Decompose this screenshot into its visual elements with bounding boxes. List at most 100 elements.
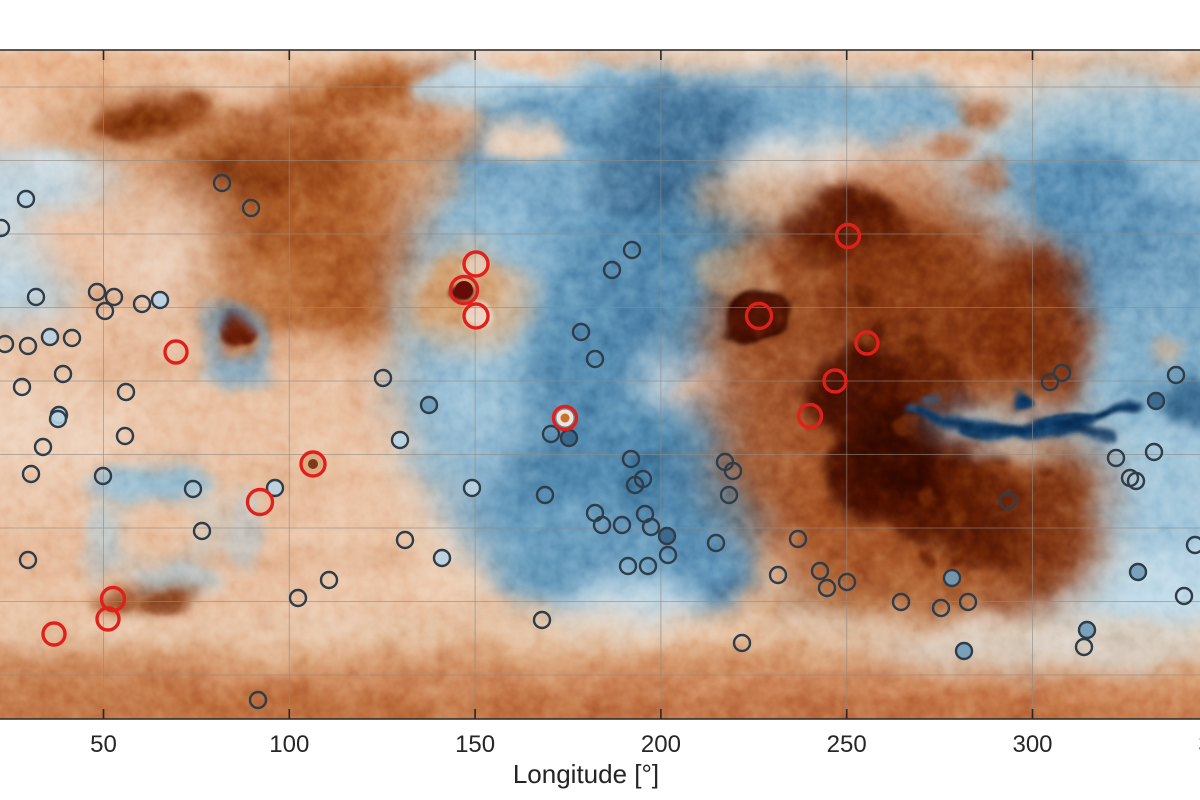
site-marker <box>958 592 978 612</box>
site-marker <box>0 334 15 354</box>
red-site-marker <box>822 368 848 394</box>
axes <box>0 49 1200 720</box>
map-grain-fine <box>0 50 1200 719</box>
map-markers <box>0 173 1200 710</box>
site-marker <box>40 327 60 347</box>
x-axis-label: Longitude [°] <box>513 759 659 789</box>
site-marker <box>535 485 555 505</box>
x-tick-label: 200 <box>641 731 681 758</box>
site-marker <box>432 548 452 568</box>
site-marker <box>658 545 678 565</box>
site-marker <box>1144 442 1164 462</box>
site-marker <box>53 364 73 384</box>
site-marker <box>26 287 46 307</box>
special-marker-fill <box>455 281 473 299</box>
site-marker <box>723 461 743 481</box>
red-site-marker <box>462 250 490 278</box>
x-tick-label: 100 <box>269 731 309 758</box>
site-marker <box>719 485 739 505</box>
red-site-marker <box>41 621 67 647</box>
site-marker <box>1052 363 1072 383</box>
site-marker <box>622 240 642 260</box>
site-marker <box>1126 471 1146 491</box>
site-marker <box>625 475 645 495</box>
site-marker <box>62 328 82 348</box>
site-marker <box>115 426 135 446</box>
site-marker <box>419 395 439 415</box>
site-marker <box>641 517 661 537</box>
site-marker <box>788 529 808 549</box>
site-marker <box>288 588 308 608</box>
site-marker <box>21 464 41 484</box>
red-site-marker <box>95 606 121 632</box>
x-tick-label: 50 <box>90 731 117 758</box>
site-marker <box>1074 637 1094 657</box>
site-marker <box>1128 562 1148 582</box>
site-marker <box>0 218 11 238</box>
red-site-marker <box>854 330 880 356</box>
red-site-marker <box>163 339 189 365</box>
site-marker <box>1166 365 1186 385</box>
site-marker <box>592 515 612 535</box>
site-marker <box>18 550 38 570</box>
site-marker <box>87 282 107 302</box>
site-marker <box>621 449 641 469</box>
site-marker <box>241 198 261 218</box>
site-marker <box>891 592 911 612</box>
special-marker-dot <box>308 459 318 469</box>
site-marker <box>612 515 632 535</box>
site-marker <box>373 368 393 388</box>
grid-lines <box>0 50 1200 719</box>
site-marker <box>571 322 591 342</box>
site-marker <box>541 424 561 444</box>
site-marker <box>1174 586 1194 606</box>
site-marker <box>559 428 579 448</box>
site-marker <box>1106 448 1126 468</box>
site-marker <box>18 336 38 356</box>
site-marker <box>585 349 605 369</box>
site-marker <box>462 478 482 498</box>
site-marker <box>954 641 974 661</box>
site-marker <box>319 570 339 590</box>
site-marker <box>95 301 115 321</box>
site-marker <box>248 690 268 710</box>
site-marker <box>395 530 415 550</box>
site-marker <box>1146 391 1166 411</box>
x-tick-label: 350 <box>1198 731 1200 758</box>
site-marker <box>931 598 951 618</box>
x-tick-label: 150 <box>455 731 495 758</box>
site-marker <box>48 409 68 429</box>
site-marker <box>618 556 638 576</box>
site-marker <box>602 260 622 280</box>
site-marker <box>390 430 410 450</box>
site-marker <box>837 572 857 592</box>
special-marker-dot <box>560 413 570 423</box>
red-site-marker <box>551 404 579 432</box>
red-site-marker <box>796 402 824 430</box>
site-marker <box>732 633 752 653</box>
site-marker <box>638 556 658 576</box>
site-marker <box>212 173 232 193</box>
x-tick-labels: 50 100 150 200 250 300 350 <box>90 731 1200 758</box>
red-site-marker <box>245 487 275 517</box>
site-marker <box>706 533 726 553</box>
map-color-field <box>0 50 1200 719</box>
site-marker <box>192 521 212 541</box>
red-site-marker <box>462 302 490 330</box>
site-marker <box>116 382 136 402</box>
site-marker <box>657 526 677 546</box>
site-marker <box>532 610 552 630</box>
site-marker <box>1040 372 1060 392</box>
red-site-marker <box>744 301 774 331</box>
site-marker <box>33 437 53 457</box>
site-marker <box>12 377 32 397</box>
site-marker <box>183 479 203 499</box>
x-tick-label: 250 <box>827 731 867 758</box>
red-site-marker <box>834 222 862 250</box>
site-marker <box>16 189 36 209</box>
x-tick-label: 300 <box>1012 731 1052 758</box>
site-marker <box>104 287 124 307</box>
site-marker <box>817 578 837 598</box>
